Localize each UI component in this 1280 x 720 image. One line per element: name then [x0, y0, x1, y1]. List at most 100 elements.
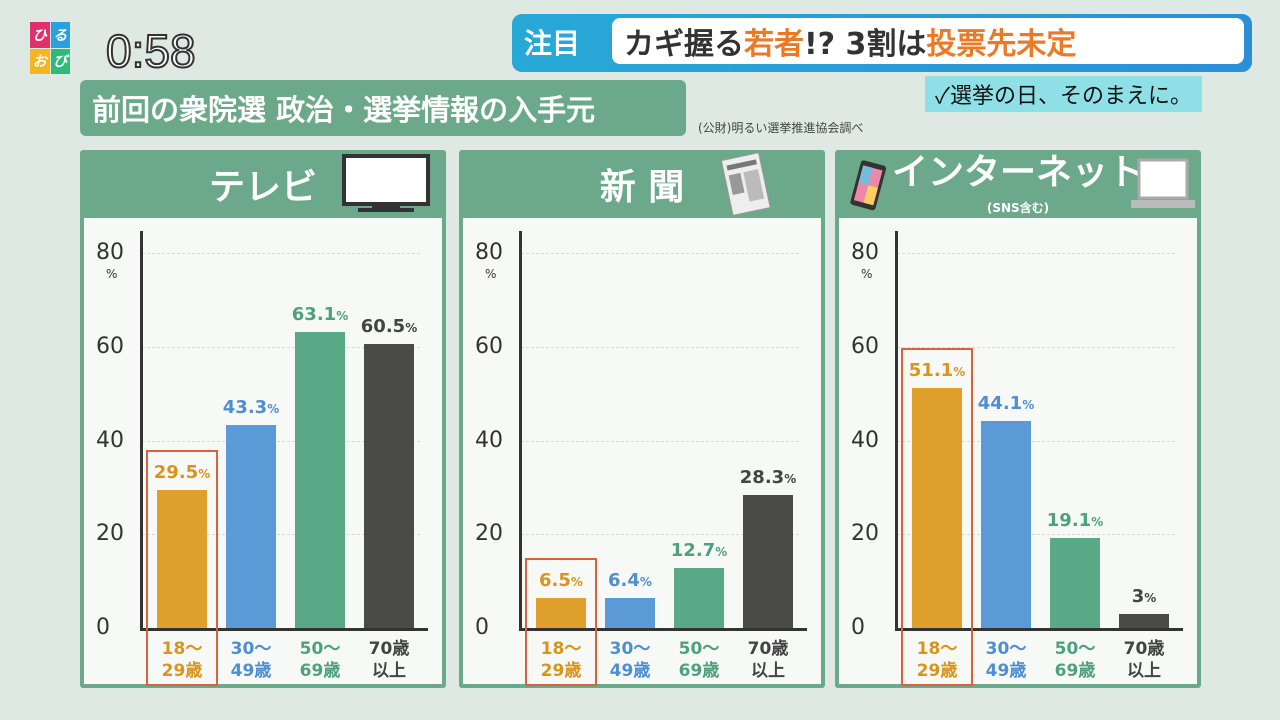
value-number: 12.7 [670, 540, 716, 562]
value-number: 44.1 [977, 393, 1023, 415]
chart-area: 0 20 40 60 80% 29.5% 18〜 29歳 43.3% 30〜 49歳 63.1% 5… [84, 218, 442, 686]
clock: 0:58 [105, 24, 197, 78]
chart-panel-newspaper: 新 聞 0 20 40 60 80% 6.5% 18〜 29歳 6.4% 30〜 49歳 12.7%… [459, 150, 825, 688]
category-label: 50〜 69歳 [1054, 639, 1096, 681]
gridline [142, 253, 420, 254]
y-tick-label: 80 [851, 240, 879, 265]
x-axis [895, 628, 1183, 631]
tv-icon [342, 154, 432, 218]
value-label: 19.1% [1035, 510, 1115, 533]
value-number: 3 [1131, 585, 1145, 607]
y-tick-label: 20 [96, 521, 124, 547]
bar [674, 568, 724, 628]
category-label: 30〜 49歳 [609, 639, 651, 681]
value-number: 19.1 [1046, 510, 1092, 532]
gridline [142, 440, 420, 442]
logo-char: お [30, 48, 50, 74]
value-number: 6.5 [539, 569, 571, 591]
y-tick-label: 0 [96, 615, 110, 640]
value-label: 28.3% [728, 467, 808, 490]
value-unit: % [1091, 515, 1104, 530]
y-tick-label: 60 [96, 333, 124, 359]
value-number: 51.1 [908, 360, 954, 382]
chart-area: 0 20 40 60 80% 6.5% 18〜 29歳 6.4% 30〜 49歳 12.7% 50〜… [463, 218, 821, 686]
value-number: 6.4 [608, 570, 640, 591]
value-unit: % [784, 472, 797, 487]
value-label: 51.1% [897, 360, 977, 383]
bar [743, 495, 793, 628]
chart-area: 0 20 40 60 80% 51.1% 18〜 29歳 44.1% 30〜 49歳 19.1% 5… [839, 218, 1197, 686]
gridline [521, 440, 799, 442]
value-unit: % [639, 575, 652, 589]
value-label: 63.1% [280, 304, 360, 327]
gridline [897, 346, 1175, 348]
headline-part: 投票先未定 [926, 27, 1077, 62]
logo-char: び [50, 48, 70, 74]
panel-header: 新 聞 [459, 150, 825, 218]
panel-title: 新 聞 [599, 167, 685, 208]
highlight-box [525, 557, 597, 686]
headline-part: カギ握る [624, 27, 744, 62]
headline-part: !? 3割は [804, 27, 927, 62]
value-unit: % [715, 545, 728, 560]
value-unit: % [570, 574, 583, 589]
value-number: 63.1 [291, 304, 337, 326]
category-label: 70歳 以上 [747, 639, 789, 681]
bar [605, 598, 655, 628]
gridline [897, 253, 1175, 254]
gridline [521, 534, 799, 536]
bar [295, 332, 345, 628]
value-label: 6.4% [590, 570, 670, 593]
value-number: 43.3 [222, 397, 268, 419]
value-label: 6.5% [521, 570, 601, 593]
campaign-subtitle: ✓選挙の日、そのまえに。 [925, 76, 1203, 112]
gridline [142, 534, 420, 536]
newspaper-icon [720, 150, 771, 224]
category-label: 50〜 69歳 [299, 639, 341, 681]
value-label: 60.5% [349, 316, 429, 339]
category-label: 70歳 以上 [368, 639, 410, 681]
y-tick-label: 40 [851, 427, 879, 453]
value-unit: % [953, 365, 966, 380]
y-unit-label: % [861, 267, 873, 281]
gridline [897, 534, 1175, 536]
value-unit: % [1144, 590, 1157, 605]
value-label: 43.3% [211, 397, 291, 420]
panel-subtitle: (SNS含む) [986, 201, 1050, 215]
value-label: 29.5% [142, 462, 222, 485]
panel-header: テレビ [80, 150, 446, 218]
headline-banner: 注目 カギ握る 若者!? 3割は 投票先未定 [512, 14, 1252, 72]
value-label: 44.1% [966, 393, 1046, 416]
value-unit: % [336, 309, 349, 324]
bar [981, 421, 1031, 628]
value-label: 3% [1104, 586, 1184, 609]
value-unit: % [198, 466, 211, 481]
logo-char: る [50, 22, 70, 48]
smartphone-icon [847, 158, 887, 218]
value-unit: % [405, 321, 418, 336]
page-title: 前回の衆院選 政治・選挙情報の入手元 [80, 80, 686, 136]
gridline [142, 346, 420, 348]
y-tick-label: 60 [475, 333, 503, 359]
category-label: 18〜 29歳 [540, 639, 582, 681]
y-tick-label: 20 [851, 521, 879, 547]
value-number: 60.5 [360, 316, 406, 338]
headline-tag: 注目 [524, 27, 581, 60]
y-tick-label: 60 [851, 333, 879, 359]
y-tick-label: 40 [475, 427, 503, 453]
value-unit: % [267, 402, 280, 417]
x-axis [519, 628, 807, 631]
y-tick-label: 80 [96, 240, 124, 265]
y-axis [895, 231, 898, 630]
highlight-box [901, 348, 973, 686]
y-tick-label: 80 [475, 240, 503, 265]
panel-title: インターネット [891, 152, 1144, 193]
y-axis [519, 231, 522, 630]
gridline [521, 253, 799, 254]
headline-part: 若者 [744, 27, 804, 62]
chart-panel-internet: インターネット (SNS含む) 0 20 40 60 80% 51.1% 18〜 29歳 44.1… [835, 150, 1201, 688]
headline-text: カギ握る 若者!? 3割は 投票先未定 [612, 18, 1244, 64]
y-tick-label: 40 [96, 427, 124, 453]
y-tick-label: 20 [475, 521, 503, 547]
category-label: 50〜 69歳 [678, 639, 720, 681]
